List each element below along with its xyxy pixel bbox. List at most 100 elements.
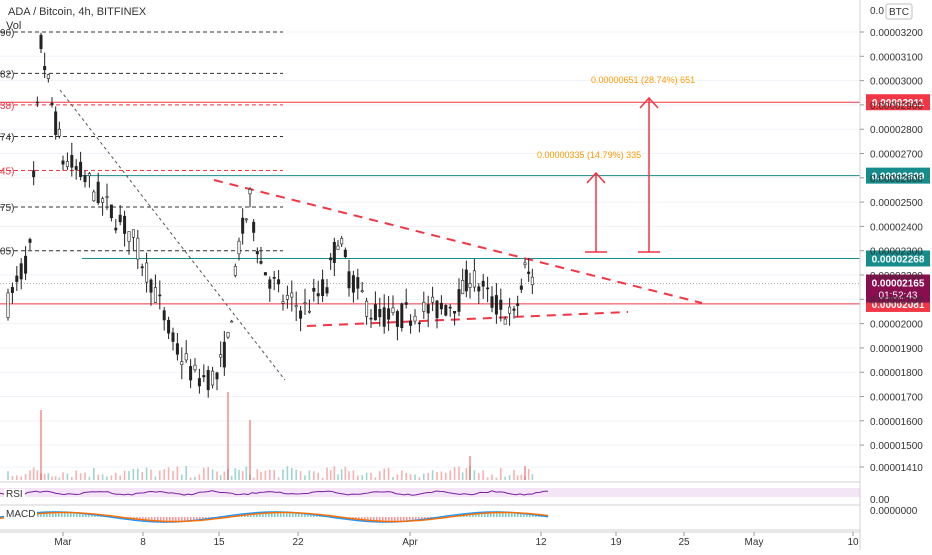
candle-body [62,161,64,164]
candle-body [473,271,475,287]
candle-body [241,218,243,233]
volume-bar [304,475,306,480]
candle-body [436,301,438,318]
rsi-label[interactable]: RSI [4,489,25,500]
volume-bar [491,475,493,480]
candle-body [405,303,407,305]
volume-spike [249,420,251,480]
candle-body [176,344,178,355]
volume-bar [454,467,456,480]
candle-body [137,238,139,259]
volume-bar [295,470,297,480]
candle-body [513,309,515,310]
volume-bar [414,475,416,480]
candle-body [71,155,73,167]
volume-bar [269,470,271,480]
volume-bar [55,476,57,480]
axis-tick-label: 0.00002400 [870,222,923,233]
fib-label: 05) [0,247,14,258]
candle-body [508,307,510,313]
grid [0,32,860,530]
volume-bar [133,469,135,480]
volume-bar [102,474,104,480]
volume-bar [89,477,91,480]
volume-bar [128,471,130,480]
candle-body [145,263,147,282]
interval-label[interactable]: 4h [78,6,90,18]
candle-body [24,256,26,273]
volume-bar [231,476,233,480]
candle-body [7,293,9,318]
candle-body [478,287,480,291]
candle-body [264,272,266,275]
candle-body [97,182,99,203]
volume-bar [177,466,179,480]
candle-body [361,291,363,292]
candle-body [392,308,394,313]
candle-body [469,284,471,288]
candle-body [260,261,262,263]
exchange-label: BITFINEX [97,6,147,18]
candle-body [365,301,367,316]
candle-body [51,103,53,104]
volume-bar [366,473,368,480]
candle-body [383,308,385,327]
candle-body [211,371,213,385]
macd-value: 0.0000000 [870,506,918,517]
volume-bar [419,477,421,480]
triangle-upper-line[interactable] [214,180,702,303]
time-tick-label: May [745,537,764,548]
fib-label: 74) [0,132,14,143]
volume-spike [469,456,471,480]
volume-bar [111,476,113,480]
axis-tick-label: 0.00002000 [870,320,923,331]
time-tick-label: 15 [213,537,225,548]
volume-bar [260,472,262,480]
candle-body [520,286,522,290]
volume-bar [427,473,429,480]
symbol-name[interactable]: ADA / Bitcoin [8,6,72,18]
candle-body [207,370,209,389]
volume-bar [405,473,407,480]
fib-levels: 96)82)38)74)45)75)05) [0,28,283,258]
volume-bar [25,474,27,480]
volume-bar [436,472,438,480]
volume-bar [334,466,336,480]
volume-bar [458,467,460,480]
candle-body [189,366,191,380]
candle-body [40,35,42,48]
candle-body [516,304,518,306]
volume-bar [401,471,403,480]
axis-tick-label: 0.00002600 [870,174,923,185]
volume-bar [106,477,108,480]
volume-bar [348,471,350,480]
volume-bar [482,470,484,480]
candle-body [453,311,455,313]
candle-body [172,333,174,342]
candle-body [465,270,467,291]
candle-body [374,305,376,320]
candle-body [445,305,447,315]
volume-bar [445,473,447,480]
candle-body [20,264,22,279]
candle-body [340,238,342,243]
candle-body [219,355,221,357]
macd-label[interactable]: MACD [4,509,37,520]
axis-tick-label: 0.00001600 [870,417,923,428]
candle-body [491,297,493,308]
volume-bar [257,469,259,480]
axis-tick-label: 0.00001410 [870,463,923,474]
volume-bar [115,473,117,480]
axis-tick-label: 0.00001700 [870,393,923,404]
candle-body [249,189,251,193]
candle-body [299,311,301,318]
volume-bar [345,467,347,480]
axis-tick-label: 0.00003200 [870,28,923,39]
candle-body [185,354,187,360]
candle-body [16,276,18,282]
candle-body [352,276,354,293]
volume-bar [509,475,511,480]
